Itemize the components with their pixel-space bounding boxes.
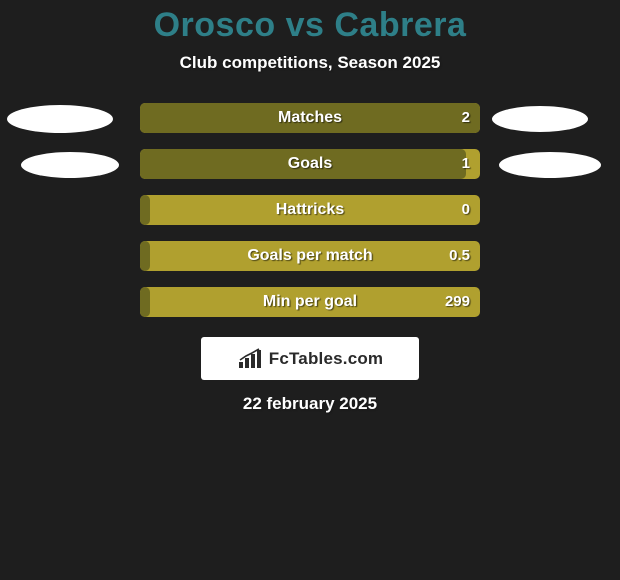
- decoration-ellipse: [492, 106, 588, 132]
- decoration-ellipse: [499, 152, 601, 178]
- decoration-ellipse: [7, 105, 113, 133]
- page-title: Orosco vs Cabrera: [0, 6, 620, 45]
- bar-chart-icon: [237, 348, 263, 370]
- bar-track: [140, 241, 480, 271]
- comparison-card: Orosco vs Cabrera Club competitions, Sea…: [0, 0, 620, 580]
- stat-row: Min per goal299: [0, 287, 620, 317]
- bar-track: [140, 287, 480, 317]
- bar-fill: [140, 103, 480, 133]
- bar-track: [140, 103, 480, 133]
- bar-fill: [140, 287, 150, 317]
- stat-row: Goals per match0.5: [0, 241, 620, 271]
- bar-fill: [140, 149, 466, 179]
- logo-text: FcTables.com: [269, 349, 384, 369]
- stat-rows: Matches2Goals1Hattricks0Goals per match0…: [0, 103, 620, 317]
- bar-fill: [140, 195, 150, 225]
- bar-track: [140, 195, 480, 225]
- bar-fill: [140, 241, 150, 271]
- decoration-ellipse: [21, 152, 119, 178]
- fctables-logo: FcTables.com: [201, 337, 419, 380]
- subtitle: Club competitions, Season 2025: [0, 53, 620, 73]
- date-label: 22 february 2025: [0, 394, 620, 414]
- bar-track: [140, 149, 480, 179]
- stat-row: Hattricks0: [0, 195, 620, 225]
